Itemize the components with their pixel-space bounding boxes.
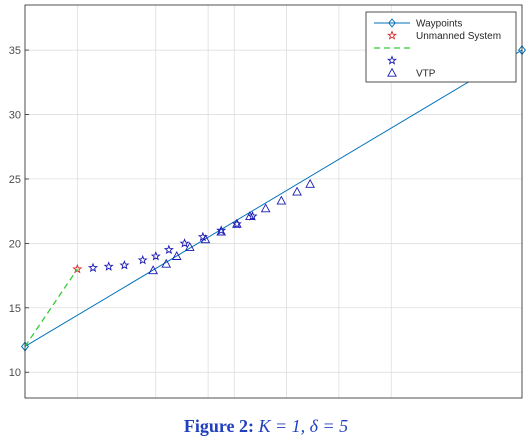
series-2 <box>24 268 78 347</box>
series-4-point-6 <box>232 218 242 228</box>
y-tick-label-3: 25 <box>9 174 21 186</box>
series-3-point-6 <box>179 238 190 248</box>
series-4-point-0 <box>148 265 159 275</box>
series-4-point-4 <box>200 234 211 244</box>
series-4-point-11 <box>305 178 315 188</box>
series-4-point-3 <box>184 241 195 251</box>
legend-item-1: Unmanned System <box>386 30 501 42</box>
series-4-point-7 <box>245 211 255 220</box>
legend-item-4: VTP <box>387 67 436 80</box>
legend-item-0: Waypoints <box>374 18 462 30</box>
series-4 <box>148 178 315 275</box>
series-3-point-0 <box>87 262 99 273</box>
plot-border <box>24 4 523 399</box>
legend-marker-4 <box>387 67 397 77</box>
series-3-point-8 <box>216 225 227 235</box>
series-0-line <box>24 49 523 347</box>
series-4-point-10 <box>292 186 302 196</box>
series-3-point-9 <box>231 218 242 229</box>
series-4-point-1 <box>161 258 172 268</box>
series-3-point-5 <box>163 244 174 255</box>
figure-caption: Figure 2: K = 1, δ = 5 <box>0 416 532 437</box>
y-tick-label-2: 20 <box>9 238 21 250</box>
y-tick-label-5: 35 <box>9 45 21 57</box>
y-tick-label-1: 15 <box>9 303 21 315</box>
series-3-point-10 <box>247 211 258 221</box>
series-3-point-2 <box>119 259 130 270</box>
legend-label-0: Waypoints <box>416 19 462 30</box>
legend-label-1: Unmanned System <box>416 31 501 42</box>
series-3-point-3 <box>137 254 148 265</box>
caption-label: Figure 2: <box>183 416 254 436</box>
y-tick-label-4: 30 <box>9 110 21 122</box>
series-3-point-1 <box>103 261 114 271</box>
legend-label-4: VTP <box>416 69 436 80</box>
series-layer <box>20 45 527 352</box>
series-2-line <box>24 268 78 347</box>
legend-marker-3 <box>386 55 398 65</box>
series-4-point-9 <box>276 195 287 205</box>
series-1-point-0 <box>72 263 83 274</box>
y-axis-ticks: 10 15 20 25 30 35 <box>9 45 29 379</box>
legend-item-3 <box>386 55 398 65</box>
series-3-point-4 <box>150 250 161 261</box>
legend-marker-0 <box>388 18 396 28</box>
series-4-point-8 <box>260 203 271 213</box>
series-3 <box>87 211 258 273</box>
series-1 <box>72 263 83 274</box>
y-tick-label-0: 10 <box>9 367 21 379</box>
series-4-point-2 <box>171 251 182 260</box>
legend-marker-1 <box>386 30 398 40</box>
caption-equation: K = 1, δ = 5 <box>258 416 349 436</box>
series-4-point-5 <box>216 226 227 236</box>
